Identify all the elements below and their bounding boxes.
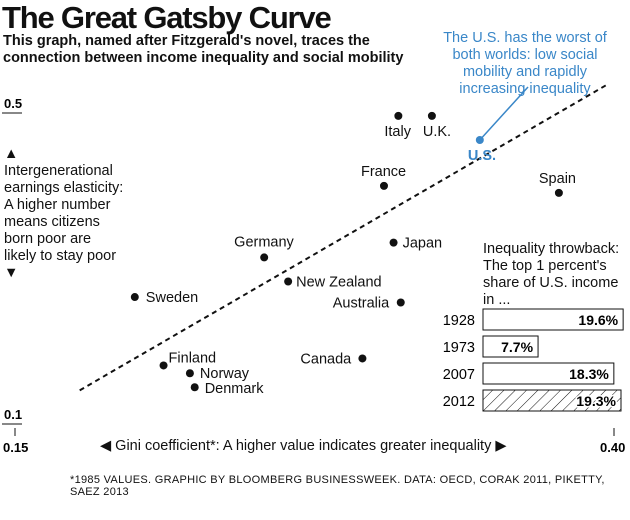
point-norway (185, 369, 194, 378)
point-sweden (130, 293, 139, 302)
inset-title: Inequality throwback: The top 1 percent'… (483, 241, 620, 308)
x-tick-label: 0.40 (600, 440, 625, 455)
bar-1928 (482, 308, 624, 331)
point-canada (358, 354, 367, 363)
label-norway: Norway (200, 366, 250, 382)
footnote: *1985 VALUES. GRAPHIC BY BLOOMBERG BUSIN… (70, 474, 605, 498)
chart-title: The Great Gatsby Curve (2, 0, 332, 35)
label-japan: Japan (403, 236, 443, 252)
x-tick-label: 0.15 (3, 440, 28, 455)
bar-category: 1928 (443, 313, 475, 329)
label-u-s: U.S. (468, 148, 496, 164)
y-axis-label-line: likely to stay poor (4, 248, 117, 264)
label-u-k: U.K. (423, 124, 451, 140)
label-sweden: Sweden (146, 290, 198, 306)
bar-2007 (482, 362, 615, 385)
point-germany (260, 253, 269, 262)
label-new-zealand: New Zealand (296, 274, 381, 290)
y-axis-label-line: earnings elasticity: (4, 180, 124, 196)
bar-1973 (482, 335, 539, 358)
label-spain: Spain (539, 171, 576, 187)
bar-value-label: 19.6% (578, 312, 618, 328)
y-tick-label: 0.5 (4, 96, 22, 111)
bar-value-label: 19.3% (576, 393, 616, 409)
y-axis-label-line: born poor are (4, 231, 92, 247)
annotation-leader (479, 86, 529, 141)
y-axis-label-line: ▲ (4, 146, 19, 162)
label-germany: Germany (234, 234, 294, 250)
trend-line (79, 83, 608, 392)
chart-subtitle: This graph, named after Fitzgerald's nov… (3, 33, 404, 66)
point-u-k (427, 111, 436, 120)
point-italy (394, 111, 403, 120)
bar-value-label: 18.3% (569, 366, 609, 382)
label-finland: Finland (169, 350, 217, 366)
label-france: France (361, 164, 406, 180)
point-spain (554, 188, 563, 197)
point-japan (389, 238, 398, 247)
x-axis-label: ◀ Gini coefficient*: A higher value indi… (100, 438, 507, 454)
label-canada: Canada (300, 351, 352, 367)
y-axis-label-line: Intergenerational (4, 163, 113, 179)
point-france (379, 181, 388, 190)
y-axis-label-line: A higher number (4, 197, 111, 213)
bar-category: 2012 (443, 394, 475, 410)
label-denmark: Denmark (205, 381, 265, 397)
bar-2012 (482, 389, 622, 412)
label-australia: Australia (333, 295, 390, 311)
point-finland (159, 361, 168, 370)
point-new-zealand (284, 277, 293, 286)
bar-category: 2007 (443, 367, 475, 383)
y-axis-label-line: means citizens (4, 214, 100, 230)
point-australia (396, 298, 405, 307)
us-annotation: The U.S. has the worst of both worlds: l… (443, 30, 607, 97)
y-axis-label: ▲ Intergenerational earnings elasticity: A … (4, 146, 164, 282)
bar-value-label: 7.7% (501, 339, 533, 355)
point-denmark (190, 383, 199, 392)
y-axis-label-line: ▼ (4, 265, 19, 281)
y-tick-label: 0.1 (4, 407, 22, 422)
label-italy: Italy (384, 124, 411, 140)
bar-category: 1973 (443, 340, 475, 356)
